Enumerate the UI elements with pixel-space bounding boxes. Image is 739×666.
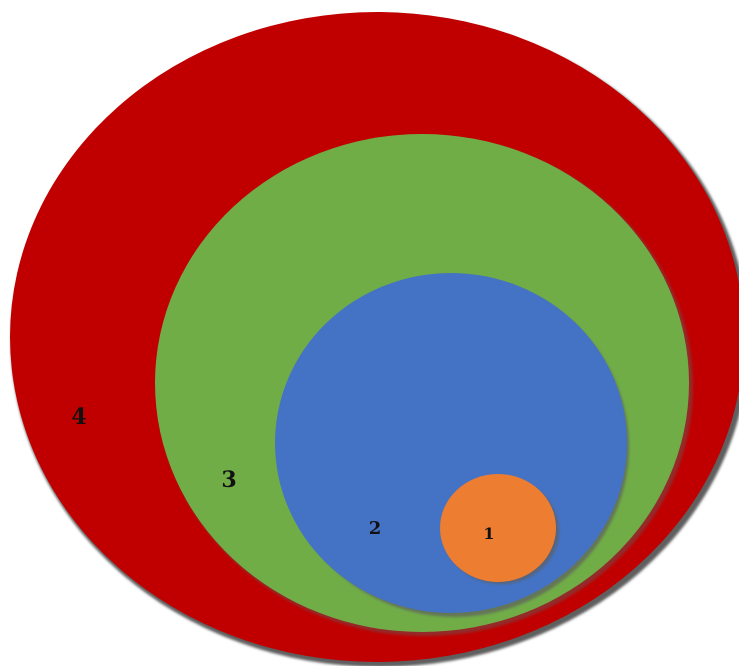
level-2-label: 2 (369, 518, 382, 539)
level-1-ring: 1 (440, 474, 559, 584)
level-1-circle (440, 474, 556, 582)
level-1-label: 1 (483, 524, 494, 543)
level-4-label: 4 (71, 404, 86, 430)
level-3-label: 3 (221, 467, 236, 493)
level-2-circle (275, 273, 627, 613)
